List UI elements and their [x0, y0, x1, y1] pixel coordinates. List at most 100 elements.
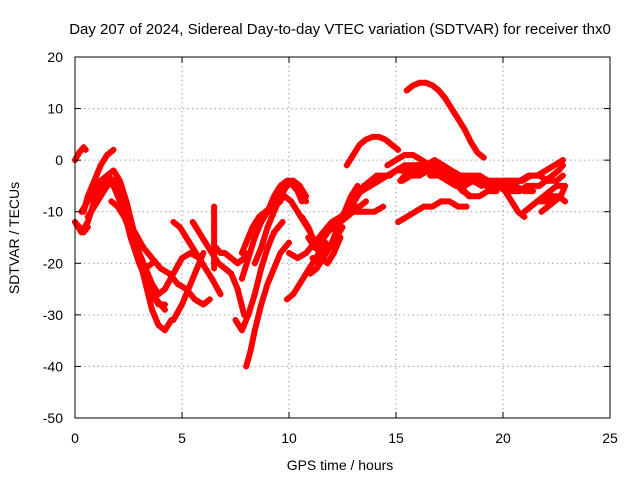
y-tick-label: -40: [43, 358, 63, 374]
data-point: [553, 182, 560, 189]
data-point: [422, 162, 429, 169]
data-point: [307, 270, 314, 277]
data-point: [183, 234, 190, 241]
data-point: [485, 188, 492, 195]
data-point: [264, 280, 271, 287]
data-point: [311, 239, 318, 246]
data-point: [493, 177, 500, 184]
data-point: [410, 82, 417, 89]
data-point: [286, 249, 292, 256]
data-point: [97, 162, 104, 169]
data-point: [84, 219, 91, 226]
data-point: [429, 82, 436, 89]
data-point: [480, 154, 487, 161]
data-point: [455, 203, 462, 210]
data-point: [279, 219, 286, 226]
data-point: [420, 203, 427, 210]
data-point: [121, 213, 128, 220]
data-point: [416, 172, 423, 179]
data-point: [309, 255, 316, 262]
series-line: [243, 239, 292, 370]
data-point: [271, 193, 278, 200]
data-point: [463, 203, 470, 210]
data-point: [127, 229, 134, 236]
data-point: [393, 167, 399, 174]
data-point: [104, 177, 111, 184]
data-point: [322, 249, 329, 256]
data-point: [442, 95, 449, 102]
data-point: [228, 255, 235, 262]
series-line: [91, 177, 168, 313]
series-arc-42: [500, 157, 566, 184]
y-tick-label: 0: [55, 152, 63, 168]
data-point: [555, 167, 562, 174]
data-point: [234, 260, 241, 267]
data-point: [363, 208, 370, 215]
data-point: [429, 203, 436, 210]
data-point: [551, 162, 558, 169]
data-point: [369, 133, 376, 140]
data-series: [72, 79, 569, 370]
data-point: [373, 172, 380, 179]
data-point: [200, 301, 207, 308]
data-point: [444, 177, 451, 184]
data-point: [542, 167, 549, 174]
data-point: [91, 203, 98, 210]
data-point: [401, 162, 408, 169]
data-point: [288, 198, 295, 205]
data-point: [542, 198, 549, 205]
data-point: [191, 296, 198, 303]
x-tick-label: 10: [281, 430, 297, 446]
data-point: [508, 198, 515, 205]
data-point: [296, 280, 303, 287]
data-point: [221, 265, 228, 272]
data-point: [356, 203, 363, 210]
data-point: [91, 177, 98, 184]
data-point: [557, 193, 564, 200]
data-point: [493, 188, 500, 195]
data-point: [529, 182, 536, 189]
data-point: [482, 182, 489, 189]
data-point: [510, 188, 517, 195]
data-point: [517, 188, 524, 195]
data-point: [446, 198, 453, 205]
data-point: [343, 162, 350, 169]
data-point: [425, 167, 432, 174]
data-point: [559, 157, 566, 164]
data-point: [414, 167, 421, 174]
data-point: [354, 182, 361, 189]
data-point: [371, 208, 378, 215]
data-point: [380, 203, 387, 210]
data-point: [264, 244, 271, 251]
data-point: [208, 275, 215, 282]
data-point: [234, 286, 241, 293]
data-point: [258, 301, 265, 308]
data-point: [157, 265, 164, 272]
data-point: [318, 239, 325, 246]
data-point: [435, 172, 442, 179]
data-point: [258, 265, 265, 272]
chart-title: Day 207 of 2024, Sidereal Day-to-day VTE…: [69, 21, 611, 38]
data-point: [286, 177, 292, 184]
data-point: [521, 208, 528, 215]
y-tick-label: 20: [47, 49, 63, 65]
data-point: [495, 182, 502, 189]
data-point: [315, 260, 322, 267]
data-point: [144, 280, 151, 287]
series-arc-14: [211, 203, 218, 272]
data-point: [476, 172, 483, 179]
series-arc-30: [343, 133, 402, 169]
data-point: [500, 177, 506, 184]
data-point: [256, 213, 263, 220]
data-point: [202, 265, 209, 272]
data-point: [264, 208, 271, 215]
data-point: [271, 265, 278, 272]
data-point: [211, 265, 218, 272]
data-point: [324, 224, 331, 231]
data-point: [431, 157, 438, 164]
data-point: [448, 105, 455, 112]
data-point: [330, 219, 337, 226]
data-point: [536, 198, 543, 205]
data-point: [433, 167, 440, 174]
data-point: [170, 317, 177, 324]
